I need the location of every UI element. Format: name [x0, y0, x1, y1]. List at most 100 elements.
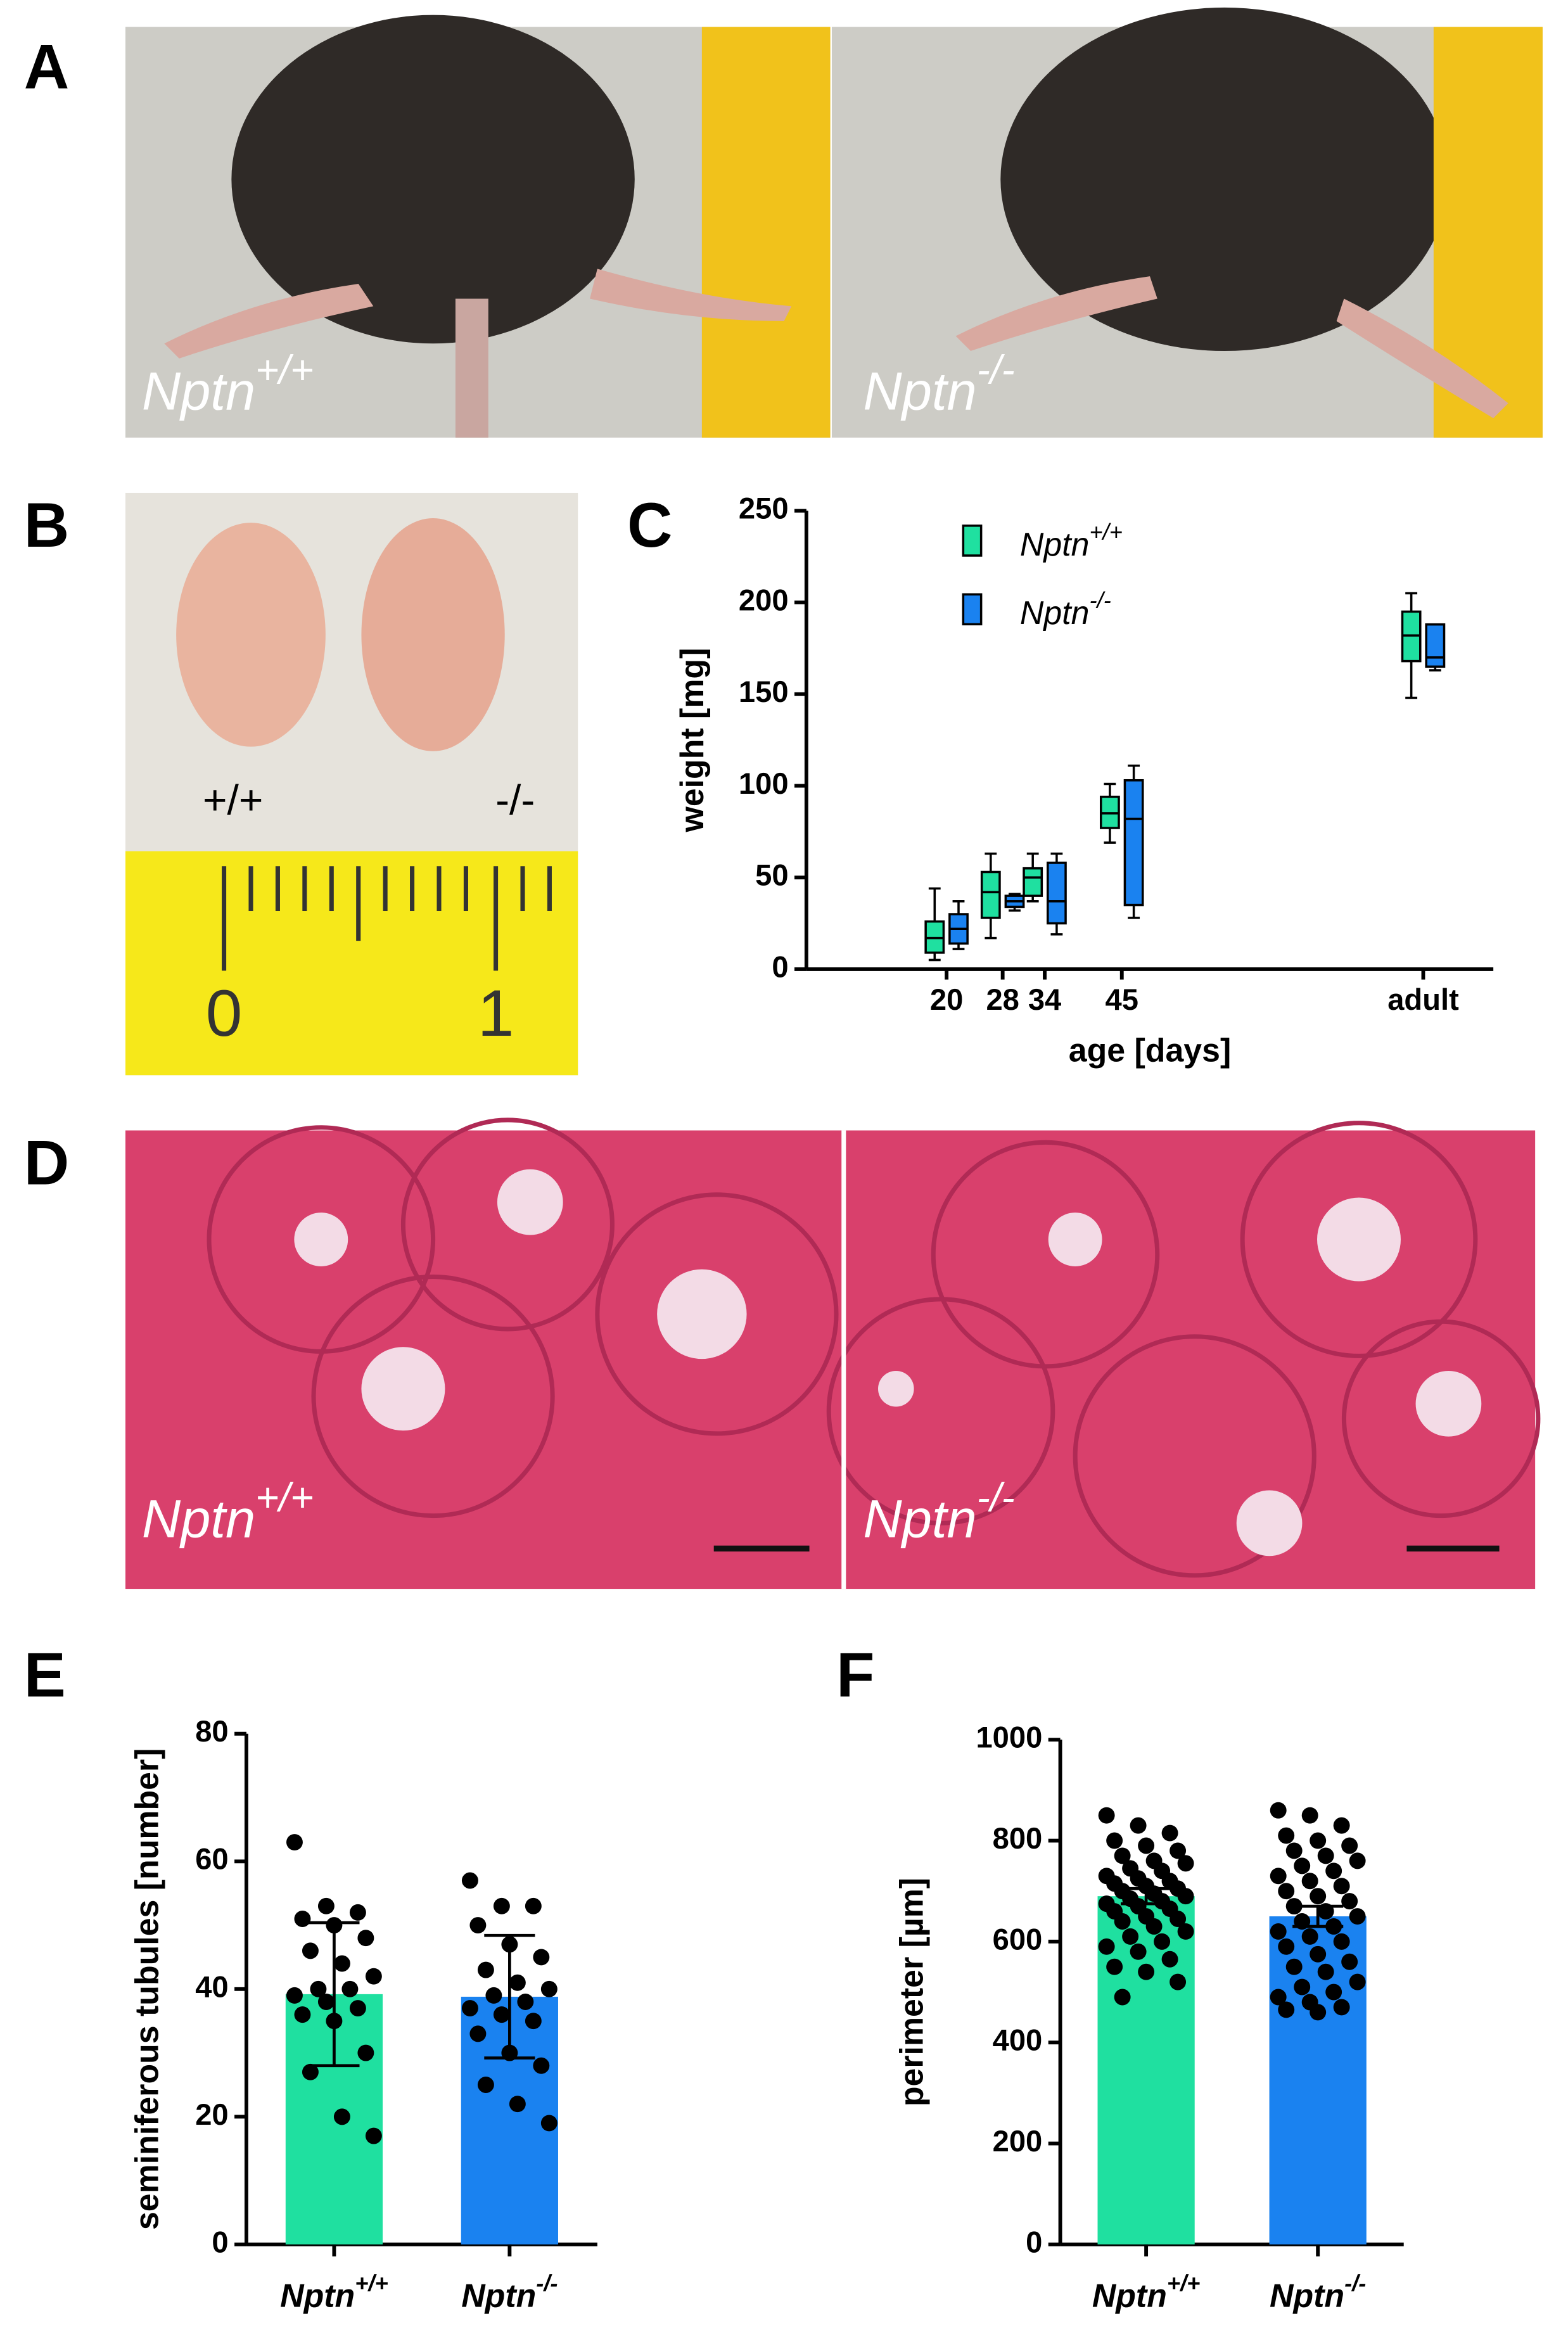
data-point — [461, 2000, 478, 2017]
data-point — [1145, 1918, 1163, 1935]
data-point — [1349, 1973, 1366, 1990]
y-tick-label: 400 — [993, 2023, 1043, 2057]
data-point — [365, 2127, 382, 2144]
box — [980, 870, 1001, 919]
y-tick-label: 40 — [195, 1970, 228, 2003]
legend-label: Nptn+/+ — [1020, 519, 1123, 563]
data-point — [1098, 1807, 1115, 1824]
data-point — [310, 1980, 327, 1997]
data-point — [1333, 1878, 1350, 1895]
x-tick-label: 20 — [930, 983, 963, 1016]
y-tick-label: 0 — [772, 950, 788, 983]
data-point — [1106, 1958, 1123, 1975]
data-point — [1325, 1983, 1342, 2001]
y-tick-label: 600 — [993, 1922, 1043, 1956]
panel-letter: B — [24, 490, 69, 560]
data-point — [1341, 1893, 1358, 1910]
data-point — [1122, 1928, 1139, 1945]
data-point — [286, 1834, 303, 1851]
box — [1425, 623, 1446, 668]
data-point — [469, 2025, 487, 2042]
data-point — [357, 1930, 374, 1947]
data-point — [1285, 1958, 1303, 1975]
data-point — [341, 1980, 359, 1997]
panel-letter: C — [627, 490, 673, 560]
data-point — [1317, 1847, 1334, 1864]
data-point — [1098, 1938, 1115, 1955]
y-tick-label: 200 — [739, 583, 789, 616]
data-point — [349, 1904, 366, 1921]
data-point — [1177, 1888, 1194, 1905]
data-point — [540, 1980, 558, 1997]
data-point — [1170, 1973, 1187, 1990]
data-point — [1154, 1933, 1171, 1950]
x-tick-label: adult — [1387, 983, 1459, 1016]
y-tick-label: 150 — [739, 675, 789, 708]
data-point — [1301, 1873, 1318, 1890]
data-point — [1310, 1888, 1327, 1905]
data-point — [533, 1949, 550, 1966]
panel-letter: A — [24, 31, 69, 101]
y-axis-title: perimeter [µm] — [893, 1878, 929, 2106]
y-tick-label: 0 — [212, 2225, 228, 2258]
data-point — [1138, 1837, 1155, 1854]
data-point — [1106, 1832, 1123, 1849]
data-point — [1114, 1847, 1131, 1864]
data-point — [485, 1987, 502, 2004]
data-point — [1270, 1802, 1287, 1819]
data-point — [525, 2013, 542, 2030]
data-point — [493, 1897, 510, 1914]
data-point — [1278, 2001, 1295, 2018]
data-point — [286, 1987, 303, 2004]
data-point — [1301, 1928, 1318, 1945]
y-tick-label: 50 — [755, 858, 788, 892]
data-point — [1270, 1989, 1287, 2006]
data-point — [1177, 1923, 1194, 1940]
data-point — [509, 2096, 526, 2113]
data-point — [317, 1897, 335, 1914]
data-point — [1161, 1951, 1178, 1968]
data-point — [317, 1994, 335, 2010]
data-point — [302, 2063, 319, 2080]
data-point — [1349, 1908, 1366, 1925]
x-tick-label: Nptn+/+ — [1092, 2270, 1201, 2314]
legend-swatch — [962, 593, 983, 626]
ruler-label: 0 — [206, 976, 243, 1050]
data-point — [1333, 1817, 1350, 1834]
data-point — [333, 1955, 350, 1972]
data-point — [509, 1974, 526, 1991]
y-tick-label: 200 — [993, 2124, 1043, 2158]
photo-label: Nptn-/- — [863, 1475, 1014, 1549]
data-point — [477, 1961, 494, 1978]
data-point — [1278, 1938, 1295, 1955]
data-point — [1294, 1978, 1311, 1996]
y-tick-label: 800 — [993, 1821, 1043, 1855]
data-point — [525, 1897, 542, 1914]
data-point — [357, 2044, 374, 2061]
data-point — [1270, 1923, 1287, 1940]
data-point — [294, 2006, 311, 2023]
data-point — [1301, 1807, 1318, 1824]
data-point — [333, 2108, 350, 2125]
data-point — [493, 2006, 510, 2023]
data-point — [1278, 1883, 1295, 1900]
legend-swatch — [962, 525, 983, 557]
data-point — [1114, 1913, 1131, 1930]
data-point — [294, 1911, 311, 1927]
photo-a: Nptn+/+ Nptn-/- — [125, 7, 1543, 438]
data-point — [533, 2057, 550, 2074]
data-point — [1130, 1943, 1147, 1960]
y-tick-label: 80 — [195, 1714, 228, 1748]
data-point — [1138, 1963, 1155, 1980]
data-point — [365, 1968, 382, 1985]
y-tick-label: 0 — [1026, 2225, 1042, 2258]
data-point — [349, 2000, 366, 2017]
photo-label: -/- — [495, 777, 535, 824]
data-point — [1170, 1911, 1187, 1927]
y-tick-label: 250 — [739, 492, 789, 525]
box — [1023, 867, 1043, 897]
data-point — [1310, 1832, 1327, 1849]
x-axis-title: age [days] — [1069, 1032, 1231, 1069]
